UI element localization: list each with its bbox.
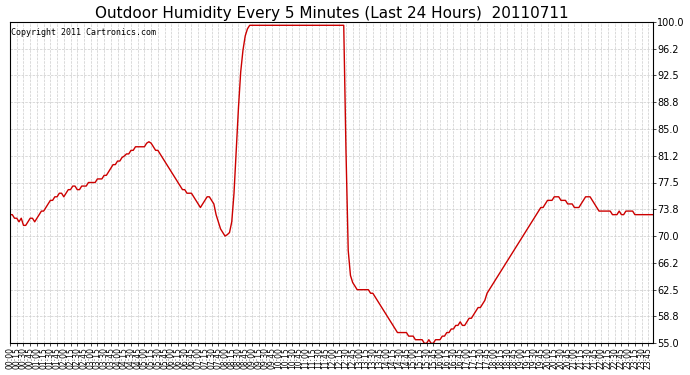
Text: Copyright 2011 Cartronics.com: Copyright 2011 Cartronics.com xyxy=(11,28,157,37)
Title: Outdoor Humidity Every 5 Minutes (Last 24 Hours)  20110711: Outdoor Humidity Every 5 Minutes (Last 2… xyxy=(95,6,569,21)
